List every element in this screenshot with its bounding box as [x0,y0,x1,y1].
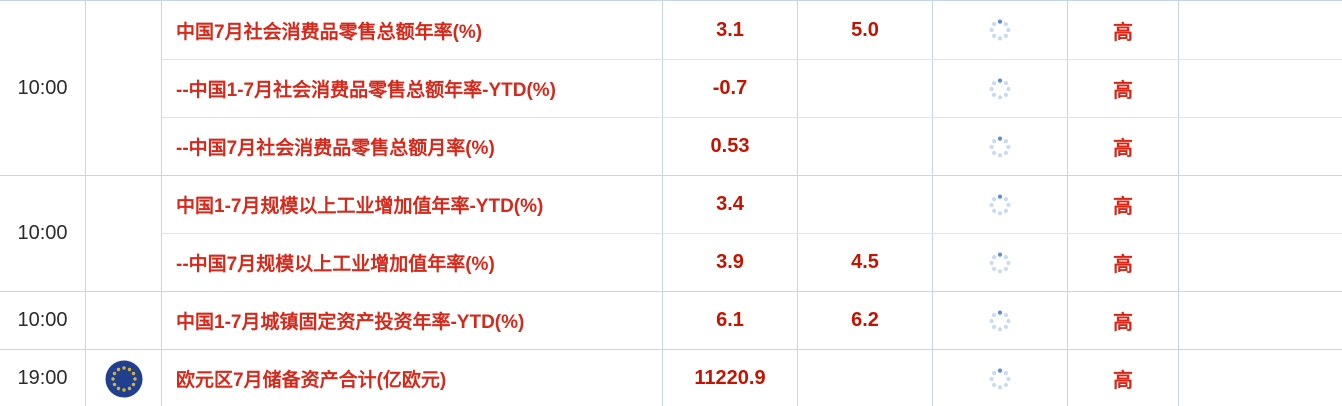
previous-value-loading [933,234,1068,291]
loading-spinner-icon [989,310,1011,331]
time-label: 10:00 [17,222,68,244]
forecast-value [798,176,933,233]
table-row: 欧元区7月储备资产合计(亿欧元) 11220.9 高 [162,350,1342,406]
forecast-value: 5.0 [798,1,933,59]
table-row: --中国1-7月社会消费品零售总额年率-YTD(%) -0.7 高 [162,59,1342,117]
event-name[interactable]: --中国7月社会消费品零售总额月率(%) [162,118,663,175]
importance-badge: 高 [1068,292,1179,349]
eu-flag-icon [105,360,142,397]
event-name[interactable]: 中国1-7月城镇固定资产投资年率-YTD(%) [162,292,663,349]
extra-cell [1179,118,1342,175]
loading-spinner-icon [989,19,1011,41]
loading-spinner-icon [989,78,1011,99]
previous-value-loading [933,350,1068,406]
table-row: --中国7月社会消费品零售总额月率(%) 0.53 高 [162,117,1342,175]
previous-value-loading [933,176,1068,233]
loading-spinner-icon [989,136,1011,157]
importance-badge: 高 [1068,60,1179,117]
flag-cell [86,1,162,175]
event-name[interactable]: --中国1-7月社会消费品零售总额年率-YTD(%) [162,60,663,117]
actual-value: 6.1 [663,292,798,349]
forecast-value [798,350,933,406]
previous-value-loading [933,1,1068,59]
actual-value: -0.7 [663,60,798,117]
importance-badge: 高 [1068,350,1179,406]
actual-value: 0.53 [663,118,798,175]
event-name[interactable]: --中国7月规模以上工业增加值年率(%) [162,234,663,291]
event-name[interactable]: 中国7月社会消费品零售总额年率(%) [162,1,663,59]
loading-spinner-icon [989,368,1011,389]
time-cell: 10:00 [0,176,86,291]
flag-cell [86,176,162,291]
event-group: 10:00 中国1-7月城镇固定资产投资年率-YTD(%) 6.1 6.2 高 [0,291,1342,349]
extra-cell [1179,292,1342,349]
table-row: --中国7月规模以上工业增加值年率(%) 3.9 4.5 高 [162,233,1342,291]
loading-spinner-icon [989,194,1011,215]
forecast-value [798,118,933,175]
table-row: 中国1-7月规模以上工业增加值年率-YTD(%) 3.4 高 [162,176,1342,233]
previous-value-loading [933,292,1068,349]
actual-value: 3.4 [663,176,798,233]
previous-value-loading [933,60,1068,117]
event-name[interactable]: 欧元区7月储备资产合计(亿欧元) [162,350,663,406]
flag-cell [86,292,162,349]
actual-value: 3.9 [663,234,798,291]
event-name[interactable]: 中国1-7月规模以上工业增加值年率-YTD(%) [162,176,663,233]
loading-spinner-icon [989,252,1011,273]
actual-value: 11220.9 [663,350,798,406]
extra-cell [1179,176,1342,233]
time-label: 10:00 [17,76,68,99]
time-cell: 10:00 [0,292,86,349]
table-row: 中国1-7月城镇固定资产投资年率-YTD(%) 6.1 6.2 高 [162,292,1342,349]
extra-cell [1179,234,1342,291]
event-group: 10:00 中国1-7月规模以上工业增加值年率-YTD(%) 3.4 高 --中… [0,175,1342,291]
forecast-value: 6.2 [798,292,933,349]
importance-badge: 高 [1068,118,1179,175]
importance-badge: 高 [1068,176,1179,233]
importance-badge: 高 [1068,1,1179,59]
time-cell: 10:00 [0,1,86,175]
time-cell: 19:00 [0,350,86,406]
event-group: 19:00 [0,349,1342,406]
event-group: 10:00 中国7月社会消费品零售总额年率(%) 3.1 5.0 高 --中国1… [0,1,1342,175]
previous-value-loading [933,118,1068,175]
extra-cell [1179,1,1342,59]
forecast-value: 4.5 [798,234,933,291]
actual-value: 3.1 [663,1,798,59]
importance-badge: 高 [1068,234,1179,291]
flag-cell [86,350,162,406]
time-label: 10:00 [17,309,68,331]
time-label: 19:00 [17,367,68,389]
extra-cell [1179,60,1342,117]
forecast-value [798,60,933,117]
table-row: 中国7月社会消费品零售总额年率(%) 3.1 5.0 高 [162,1,1342,59]
extra-cell [1179,350,1342,406]
